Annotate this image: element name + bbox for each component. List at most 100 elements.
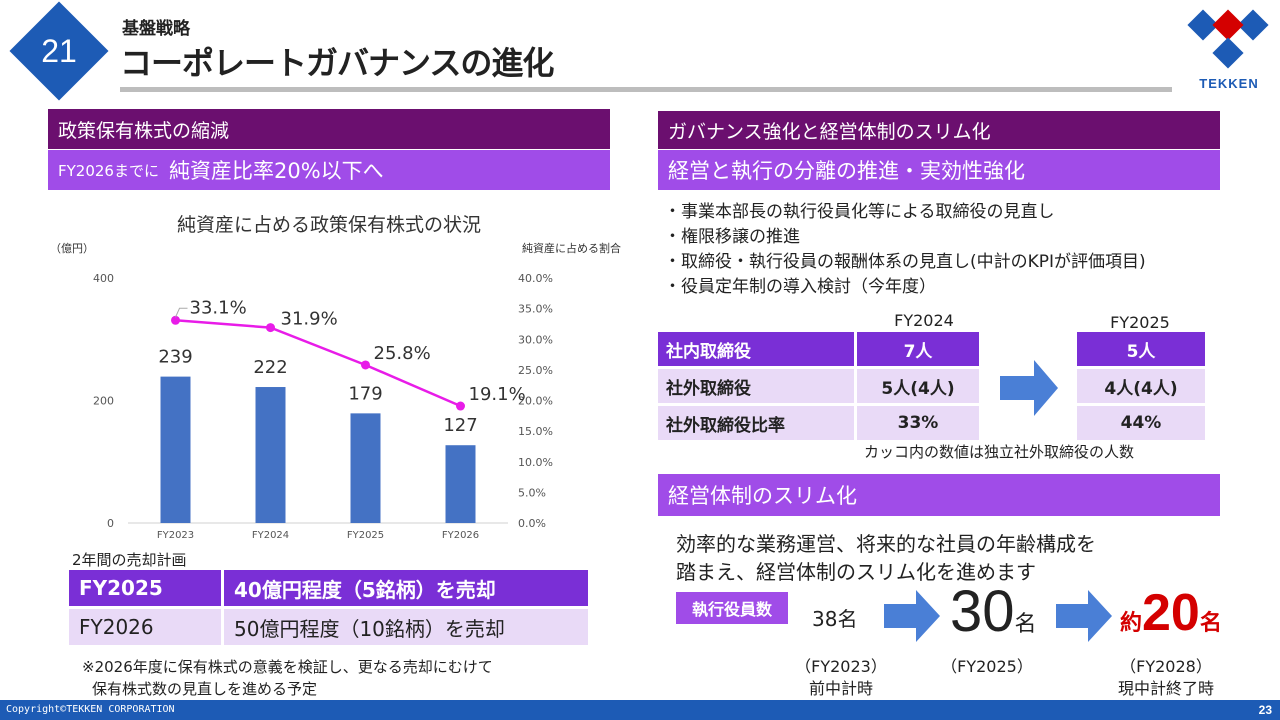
bullet-item: ・役員定年制の導入検討（今年度）	[664, 277, 936, 297]
board-row-label: 社外取締役	[658, 369, 854, 403]
slim-text-line1: 効率的な業務運営、将来的な社員の年齢構成を	[676, 532, 1096, 556]
sale-plan-year: FY2025	[69, 570, 221, 606]
sale-plan-text: 40億円程度（5銘柄）を売却	[224, 570, 588, 606]
exec-arrow-2-icon	[1056, 590, 1112, 642]
board-value-fy2024: 5人(4人)	[857, 369, 979, 403]
exec-unit-fy2028: 名	[1199, 611, 1222, 636]
bar-value-label: 179	[348, 383, 382, 404]
target-banner: FY2026までに 純資産比率20%以下へ	[48, 150, 610, 190]
logo-diamond-center-icon	[1212, 9, 1244, 41]
ratio-label: 25.8%	[374, 343, 431, 364]
chart-y2-axis-label: 純資産に占める割合	[522, 241, 621, 255]
board-row-label: 社内取締役	[658, 332, 854, 366]
y-tick-label: 400	[93, 272, 114, 285]
board-value-fy2025: 4人(4人)	[1077, 369, 1205, 403]
sale-plan-note-line2: 保有株式数の見直しを進める予定	[92, 680, 318, 698]
bullet-item: ・権限移譲の推進	[664, 227, 800, 247]
bar	[445, 445, 476, 523]
x-tick-label: FY2025	[347, 530, 384, 541]
y-tick-label: 200	[93, 395, 114, 408]
ratio-label: 33.1%	[190, 297, 247, 318]
x-tick-label: FY2023	[157, 530, 194, 541]
bar	[350, 413, 381, 523]
board-value-fy2025: 5人	[1077, 332, 1205, 366]
y2-tick-label: 10.0%	[518, 456, 553, 469]
section-subtitle: 基盤戦略	[122, 19, 190, 39]
cross-shareholdings-header-text: 政策保有株式の縮減	[58, 119, 230, 142]
slim-text-line2: 踏まえ、経営体制のスリム化を進めます	[676, 560, 1036, 584]
y2-tick-label: 40.0%	[518, 272, 553, 285]
board-value-fy2024: 33%	[857, 406, 979, 440]
exec-prefix-fy2028: 約	[1120, 611, 1143, 636]
sale-plan-note-line1: ※2026年度に保有株式の意義を検証し、更なる売却にむけて	[82, 658, 493, 676]
bullet-item: ・取締役・執行役員の報酬体系の見直し(中計のKPIが評価項目)	[664, 252, 1146, 272]
sale-plan-row: FY2026 50億円程度（10銘柄）を売却	[69, 609, 588, 645]
y2-tick-label: 5.0%	[518, 486, 546, 499]
ratio-point	[266, 323, 275, 333]
page-number-badge: 21	[41, 32, 77, 69]
governance-sub-header-text: 経営と執行の分離の推進・実効性強化	[668, 159, 1025, 183]
cross-shareholdings-header: 政策保有株式の縮減	[48, 109, 610, 149]
exec-year-fy2025: （FY2025）	[941, 657, 1033, 676]
board-note: カッコ内の数値は独立社外取締役の人数	[864, 443, 1135, 461]
board-col-fy2024: FY2024	[894, 311, 954, 330]
governance-sub-header: 経営と執行の分離の推進・実効性強化	[658, 150, 1220, 190]
ratio-point	[361, 360, 370, 370]
bar	[255, 387, 286, 523]
y-tick-label: 0	[107, 517, 114, 530]
slim-header: 経営体制のスリム化	[658, 474, 1220, 516]
exec-number-fy2025: 30	[950, 579, 1015, 644]
ratio-line	[175, 319, 461, 408]
logo-text: TEKKEN	[1199, 76, 1259, 91]
y2-tick-label: 15.0%	[518, 425, 553, 438]
bar-value-label: 222	[253, 357, 287, 378]
sale-plan-text: 50億円程度（10銘柄）を売却	[224, 609, 588, 645]
footer-page-number: 23	[1258, 703, 1272, 717]
bar-value-label: 239	[158, 347, 192, 368]
sale-plan-row: FY2025 40億円程度（5銘柄）を売却	[69, 570, 588, 606]
chart-y-axis-label: （億円）	[50, 242, 94, 255]
board-arrow-icon	[1000, 360, 1058, 416]
board-table-fy2024: 社内取締役 7人 社外取締役 5人(4人) 社外取締役比率 33%	[655, 329, 982, 443]
board-row: 社内取締役 7人	[658, 332, 979, 366]
exec-unit-fy2025: 名	[1014, 612, 1037, 637]
sale-plan-table: FY2025 40億円程度（5銘柄）を売却 FY2026 50億円程度（10銘柄…	[66, 567, 591, 648]
exec-count-fy2023: 38名	[812, 607, 858, 631]
title-divider	[120, 87, 1172, 92]
footer-bar: Copyright©TEKKEN CORPORATION 23	[0, 700, 1280, 720]
governance-bullets: ・事業本部長の執行役員化等による取締役の見直し ・権限移譲の推進 ・取締役・執行…	[664, 200, 1146, 300]
governance-header-text: ガバナンス強化と経営体制のスリム化	[668, 120, 991, 143]
exec-count-fy2028: 約20名	[1120, 583, 1222, 643]
target-main: 純資産比率20%以下へ	[168, 159, 384, 183]
board-row: 社外取締役比率 33%	[658, 406, 979, 440]
exec-officers-label: 執行役員数	[676, 592, 788, 624]
y2-tick-label: 25.0%	[518, 364, 553, 377]
exec-note-fy2023: 前中計時	[808, 679, 873, 698]
x-tick-label: FY2024	[252, 530, 289, 541]
label-leader-line	[175, 307, 188, 318]
chart-title: 純資産に占める政策保有株式の状況	[177, 214, 481, 236]
ratio-point	[171, 315, 180, 325]
exec-arrow-1-icon	[884, 590, 940, 642]
board-value-fy2024: 7人	[857, 332, 979, 366]
exec-year-fy2023: （FY2023）	[795, 657, 887, 676]
logo-diamond-bottom-icon	[1212, 37, 1244, 69]
exec-number-fy2028: 20	[1142, 584, 1200, 642]
board-table-fy2025: 5人 4人(4人) 44%	[1074, 329, 1208, 443]
exec-year-fy2028: （FY2028）	[1120, 657, 1212, 676]
target-prefix: FY2026までに	[58, 161, 159, 180]
board-row-label: 社外取締役比率	[658, 406, 854, 440]
sale-plan-year: FY2026	[69, 609, 221, 645]
exec-note-fy2028: 現中計終了時	[1117, 679, 1214, 698]
footer-copyright: Copyright©TEKKEN CORPORATION	[6, 704, 175, 715]
y2-tick-label: 30.0%	[518, 333, 553, 346]
ratio-label: 31.9%	[281, 309, 338, 330]
bar	[160, 376, 191, 523]
slim-header-text: 経営体制のスリム化	[668, 484, 857, 508]
x-tick-label: FY2026	[442, 530, 479, 541]
y2-tick-label: 20.0%	[518, 395, 553, 408]
exec-count-fy2025: 30名	[950, 578, 1037, 645]
governance-header: ガバナンス強化と経営体制のスリム化	[658, 111, 1220, 149]
ratio-point	[456, 401, 465, 411]
bullet-item: ・事業本部長の執行役員化等による取締役の見直し	[664, 202, 1055, 222]
